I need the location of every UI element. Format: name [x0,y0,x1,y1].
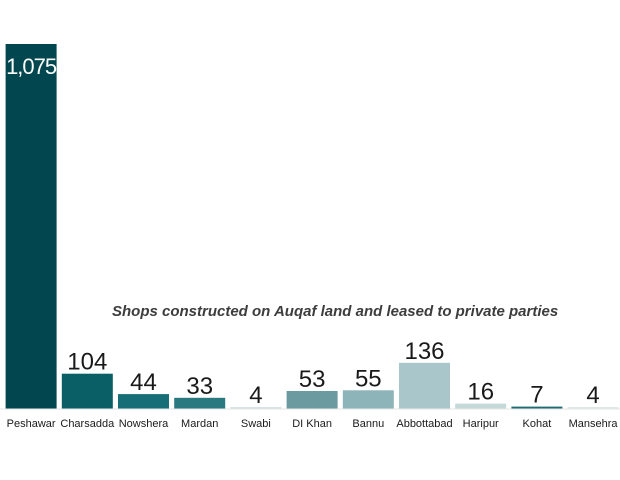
bar-swabi [230,407,282,409]
bar-haripur [455,403,507,409]
category-label: Bannu [352,418,384,430]
bar-bannu [342,390,394,409]
value-label: 4 [586,382,599,409]
value-label: 44 [130,369,157,396]
value-label: 55 [355,365,382,392]
value-labels-group: 1,075 104 44 33 4 53 55 136 16 7 4 [6,54,600,409]
value-label: 136 [404,338,444,365]
category-label: DI Khan [292,418,332,430]
bar-charsadda [61,373,113,409]
bar-nowshera [118,394,169,409]
bar-abbottabad [399,362,450,409]
bar-mansehra [567,407,619,409]
bar-di-khan [286,391,338,409]
bar-kohat [511,406,563,409]
category-label: Mansehra [569,418,619,430]
value-label: 7 [530,382,543,409]
value-label: 4 [249,382,262,409]
value-label: 16 [467,379,494,406]
category-label: Charsadda [60,418,115,430]
bar-mardan [174,397,226,409]
value-label: 104 [67,349,107,376]
category-label: Haripur [463,418,499,430]
category-label: Kohat [523,418,552,430]
value-label: 33 [186,373,213,400]
category-label: Abbottabad [396,418,452,430]
bar-peshawar [5,44,57,409]
value-label: 1,075 [6,54,57,79]
category-label: Swabi [241,418,271,430]
category-labels-group: Peshawar Charsadda Nowshera Mardan Swabi DI K… [7,418,619,430]
value-label: 53 [299,366,326,393]
category-label: Mardan [181,418,218,430]
category-label: Nowshera [119,418,169,430]
chart-title: Shops constructed on Auqaf land and leas… [112,303,559,320]
bars-group [5,44,619,409]
category-label: Peshawar [7,418,56,430]
